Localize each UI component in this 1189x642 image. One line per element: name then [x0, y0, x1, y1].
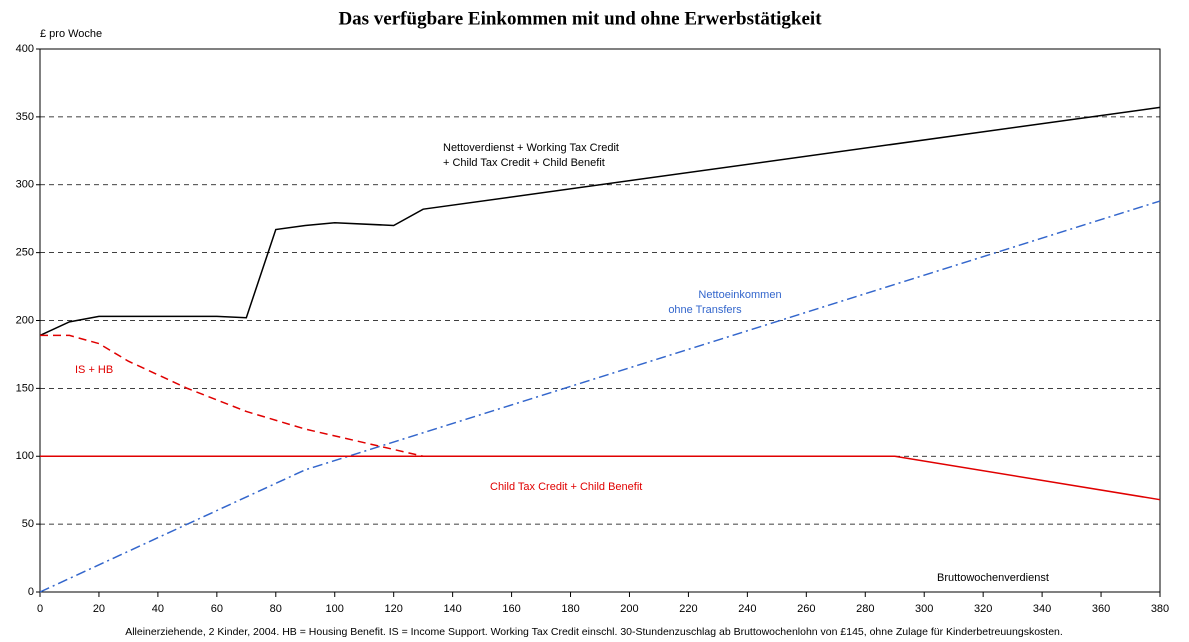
y-tick-label: 400: [16, 43, 34, 55]
series-label: Nettoverdienst + Working Tax Credit: [443, 142, 619, 154]
series-label: Child Tax Credit + Child Benefit: [490, 481, 642, 493]
y-tick-label: 250: [16, 247, 34, 259]
x-tick-label: 140: [443, 603, 461, 615]
x-tick-label: 200: [620, 603, 638, 615]
x-tick-label: 180: [561, 603, 579, 615]
x-tick-label: 260: [797, 603, 815, 615]
series-line: [39, 200, 1161, 593]
x-tick-label: 280: [856, 603, 874, 615]
x-tick-label: 380: [1151, 603, 1169, 615]
x-tick-label: 320: [974, 603, 992, 615]
chart-title: Das verfügbare Einkommen mit und ohne Er…: [338, 8, 822, 29]
y-tick-label: 350: [16, 111, 34, 123]
x-tick-label: 60: [211, 603, 223, 615]
footnote: Alleinerziehende, 2 Kinder, 2004. HB = H…: [125, 626, 1063, 638]
x-tick-label: 160: [502, 603, 520, 615]
x-tick-label: 120: [385, 603, 403, 615]
x-tick-label: 300: [915, 603, 933, 615]
x-tick-label: 40: [152, 603, 164, 615]
series-label: IS + HB: [75, 364, 113, 376]
x-tick-label: 100: [326, 603, 344, 615]
series-label: + Child Tax Credit + Child Benefit: [443, 157, 605, 169]
series-label: ohne Transfers: [668, 304, 742, 316]
series-line: [40, 455, 1161, 501]
x-tick-label: 80: [270, 603, 282, 615]
y-tick-label: 200: [16, 314, 34, 326]
y-tick-label: 300: [16, 179, 34, 191]
y-tick-label: 100: [16, 450, 34, 462]
x-tick-label: 360: [1092, 603, 1110, 615]
series-line: [39, 106, 1161, 337]
x-tick-label: 220: [679, 603, 697, 615]
x-tick-label: 0: [37, 603, 43, 615]
x-axis-label: Bruttowochenverdienst: [937, 572, 1049, 584]
x-tick-label: 20: [93, 603, 105, 615]
x-tick-label: 340: [1033, 603, 1051, 615]
x-tick-label: 240: [738, 603, 756, 615]
series-label: Nettoeinkommen: [698, 289, 781, 301]
y-tick-label: 50: [22, 518, 34, 530]
plot-frame: [39, 48, 1161, 593]
y-axis-label: £ pro Woche: [40, 28, 102, 40]
series-line: [40, 334, 424, 457]
y-tick-label: 0: [28, 586, 34, 598]
y-tick-label: 150: [16, 382, 34, 394]
